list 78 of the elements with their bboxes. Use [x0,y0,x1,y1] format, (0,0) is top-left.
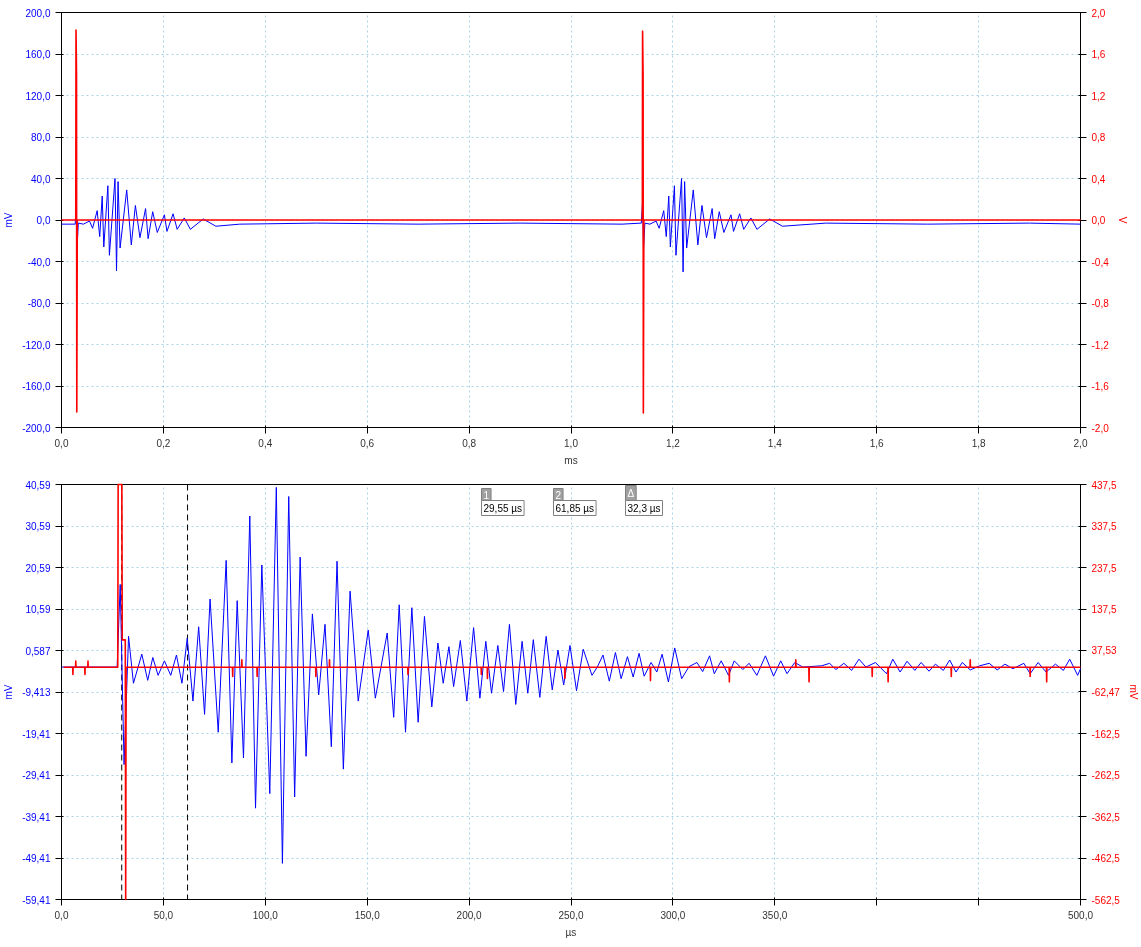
y-tick-label: 20,59 [25,562,51,574]
y-tick-label: -39,41 [22,811,51,823]
y2-tick-label: -562,5 [1091,894,1121,906]
annotation: Δ [627,487,635,499]
y2-tick-label: -462,5 [1091,853,1121,864]
line-series [60,29,1082,414]
y-tick-label: 30,59 [25,521,51,532]
x-axis-title: ms [564,454,578,466]
x-tick-label: 250,0 [558,909,584,921]
y2-tick-label: 137,5 [1091,604,1117,615]
y-tick-label: -80,0 [27,298,51,309]
y2-tick-label: 0,0 [1091,215,1106,226]
x-tick-label: 500,0 [1067,909,1094,921]
x-tick-label: 2,0 [1073,437,1088,449]
x-tick-label: 100,0 [252,909,279,921]
y2-tick-label: 2,0 [1091,7,1106,19]
y2-tick-label: -62,47 [1091,686,1121,698]
y-tick-label: -160,0 [22,381,51,392]
x-tick-label: 1,2 [665,437,681,449]
y2-axis-title: V [1116,216,1128,224]
annotation: 61,85 µs [555,502,595,514]
x-tick-label: 350,0 [762,909,788,921]
annotation: 32,3 µs [627,502,661,514]
y-tick-label: 40,0 [31,173,51,185]
y-tick-label: -40,0 [27,256,51,268]
y-axis-title: mV [3,684,15,700]
x-tick-label: 0,4 [258,437,273,449]
x-tick-label: 150,0 [354,909,381,921]
x-tick-label: 0,8 [462,437,477,449]
y2-tick-label: 237,5 [1091,562,1117,574]
y-tick-label: -59,41 [22,894,51,906]
y2-tick-label: 1,6 [1091,49,1106,60]
annotation: 1 [483,489,490,501]
y2-tick-label: -2,0 [1091,422,1110,434]
y2-tick-label: -0,8 [1091,298,1110,309]
y2-tick-label: -262,5 [1091,770,1121,781]
x-tick-label: 1,4 [767,437,783,449]
y-tick-label: 0,0 [36,215,51,226]
y-tick-label: -200,0 [22,422,51,434]
y2-tick-label: 0,8 [1091,132,1106,143]
y-tick-label: -49,41 [22,853,51,864]
y-tick-label: 120,0 [25,90,51,102]
y2-tick-label: -0,4 [1091,256,1110,268]
x-tick-label: 300,0 [660,909,686,921]
y2-tick-label: 37,53 [1091,645,1117,657]
y-tick-label: 10,59 [25,604,51,615]
x-tick-label: 1,8 [971,437,986,449]
y-tick-label: 200,0 [25,7,51,19]
y-tick-label: 160,0 [25,49,51,60]
y2-tick-label: -162,5 [1091,728,1121,740]
y2-tick-label: 0,4 [1091,173,1106,185]
y-tick-label: -120,0 [22,339,51,351]
y-tick-label: -9,413 [22,687,51,699]
y2-axis-title: mV [1127,684,1139,700]
y2-tick-label: 337,5 [1091,521,1117,532]
y2-tick-label: -362,5 [1091,811,1121,823]
x-tick-label: 0,0 [54,909,69,921]
y-tick-label: -19,41 [22,728,51,740]
x-tick-label: 0,0 [54,437,69,449]
y-tick-label: 40,59 [25,479,51,491]
y-axis-title: mV [3,212,15,228]
y2-tick-label: 1,2 [1091,90,1106,102]
annotation: 2 [555,489,562,501]
line-series [61,178,1081,273]
y2-tick-label: -1,6 [1091,381,1110,392]
x-tick-label: 1,6 [869,437,885,449]
x-tick-label: 0,2 [156,437,171,449]
annotation: 29,55 µs [483,502,523,514]
x-tick-label: 200,0 [456,909,483,921]
y-tick-label: -29,41 [22,770,51,781]
y-tick-label: 80,0 [31,132,51,143]
y-tick-label: 0,587 [25,645,51,657]
x-tick-label: 1,0 [564,437,579,449]
x-tick-label: 50,0 [153,909,174,921]
y2-tick-label: 437,5 [1091,479,1117,491]
x-tick-label: 0,6 [360,437,375,449]
x-axis-title: µs [565,926,577,938]
y2-tick-label: -1,2 [1091,339,1110,351]
